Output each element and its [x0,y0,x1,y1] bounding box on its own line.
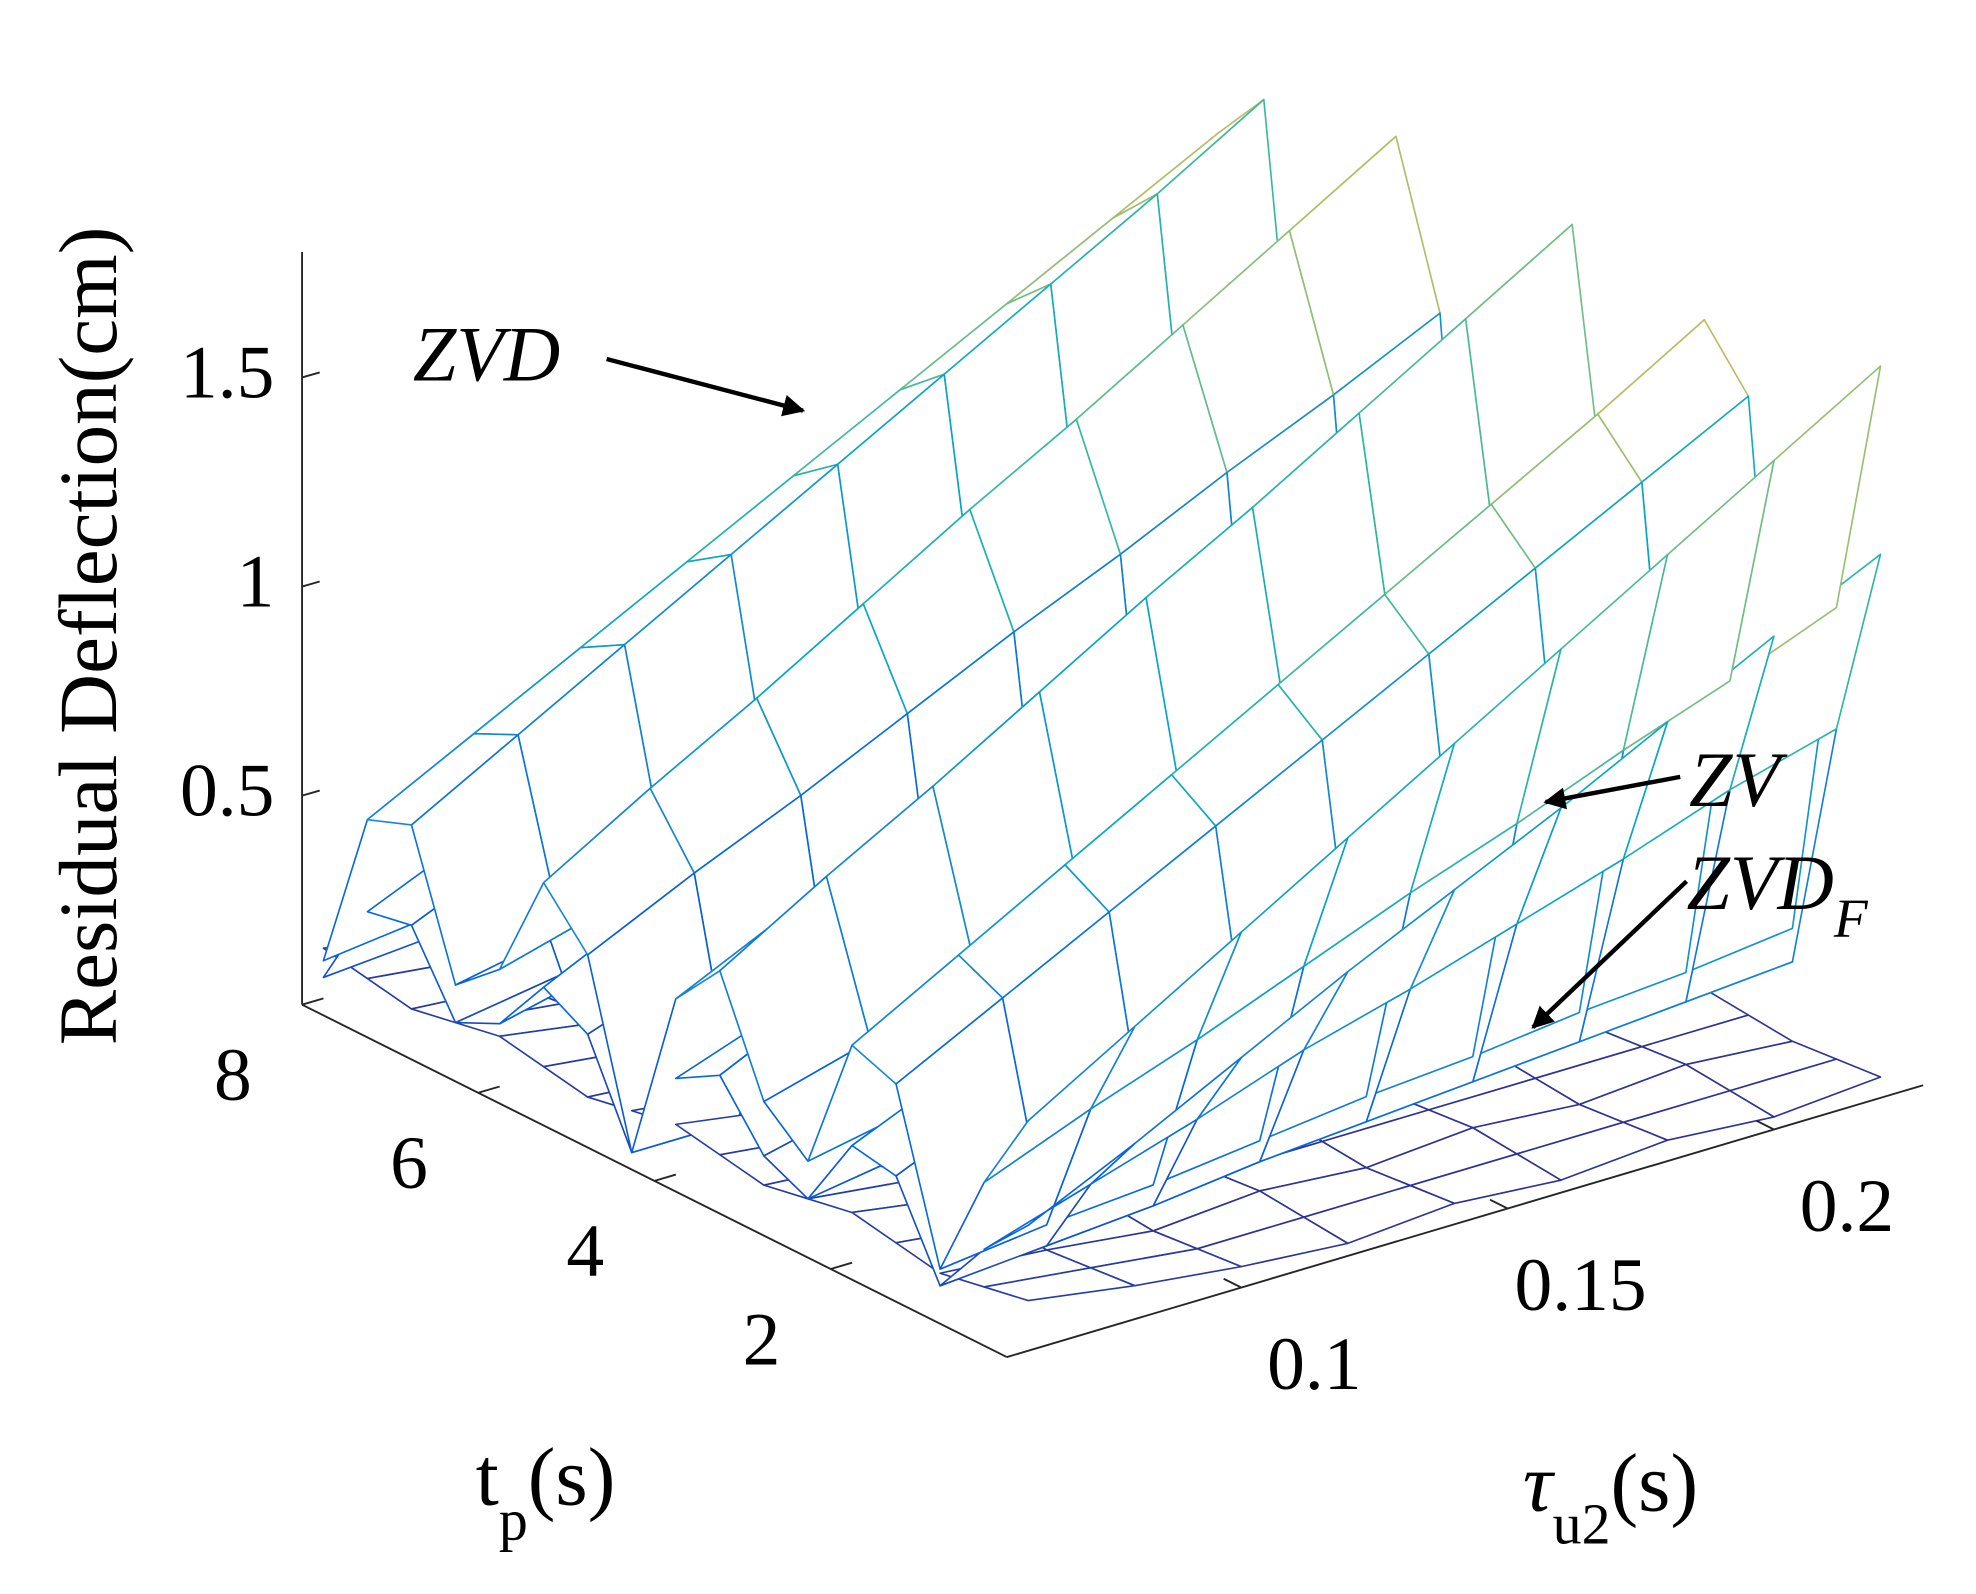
annotation-zvdf-main: ZVD [1687,839,1834,926]
surface-face [983,1267,1136,1302]
y-tick-label: 6 [390,1122,428,1205]
y-tick-label: 4 [566,1210,604,1293]
y-tick [478,1085,500,1094]
z-tick-label: 1 [237,540,275,623]
z-axis-label: Residual Deflection(cm) [42,227,134,1046]
y-tick [830,1261,853,1270]
x-tick-label: 0.2 [1800,1165,1894,1248]
annotation-arrow [606,356,806,417]
y-axis-label: tp(s) [476,1430,616,1552]
annotation-zv: ZV [1689,736,1788,823]
y-tick [301,997,324,1006]
x-label-main: τ [1523,1437,1556,1529]
surface-face [983,1142,1136,1251]
x-axis-label: τu2(s) [1523,1437,1698,1557]
z-tick [301,580,320,588]
x-label-tail: (s) [1611,1437,1699,1529]
axes: 0.5 1 1.5 2 4 6 8 0.1 0.15 0.2 [180,252,1924,1406]
x-tick [1755,1119,1775,1131]
x-tick [1489,1198,1509,1210]
annotation-arrow [1531,879,1689,1029]
y-tick-label: 8 [214,1034,252,1117]
y-label-tail: (s) [528,1430,616,1522]
y-label-main: t [476,1430,499,1522]
z-tick [301,789,320,797]
x-label-sub: u2 [1553,1491,1611,1556]
annotation-zvdf-sub: F [1833,888,1869,949]
y-tick-label: 2 [743,1298,781,1381]
annotation-zvdf: ZVDF [1687,839,1869,949]
axis-line [1006,1084,1924,1358]
y-label-sub: p [499,1488,528,1553]
annotation-zvd: ZVD [413,310,560,397]
surface-mesh [322,98,1882,1302]
surface-face [983,1025,1136,1184]
z-tick-label: 0.5 [180,749,274,832]
x-tick [1223,1277,1242,1289]
annotation-arrow [1543,774,1681,810]
y-tick [654,1173,677,1182]
x-tick-label: 0.15 [1515,1244,1647,1327]
z-tick [301,371,320,379]
z-tick-label: 1.5 [180,331,274,414]
x-tick-label: 0.1 [1267,1323,1361,1406]
